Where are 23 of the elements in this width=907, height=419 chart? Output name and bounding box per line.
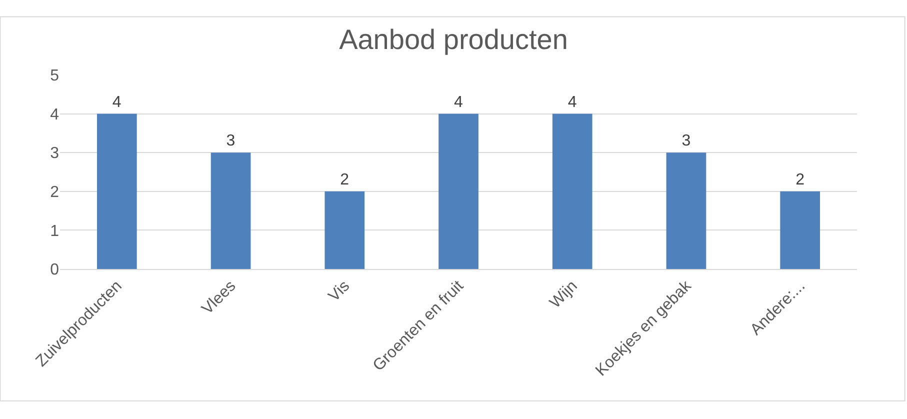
chart-title: Aanbod producten	[339, 24, 568, 55]
x-tick-label: Vis	[326, 278, 354, 306]
bar	[210, 152, 251, 269]
data-label: 4	[568, 94, 577, 111]
y-tick-label: 0	[50, 262, 60, 279]
data-label: 2	[796, 171, 805, 188]
y-tick-label: 1	[50, 222, 60, 240]
y-tick-label: 4	[50, 106, 60, 124]
bar	[780, 191, 820, 269]
y-tick-label: 2	[50, 184, 60, 201]
data-label: 2	[340, 171, 350, 188]
data-label: 4	[454, 94, 464, 111]
bar	[324, 191, 365, 269]
bar	[97, 114, 137, 269]
bar	[438, 114, 478, 269]
data-label: 4	[112, 94, 122, 111]
x-tick-label: Wijn	[546, 278, 581, 312]
bar	[552, 114, 592, 269]
y-tick-label: 3	[50, 145, 60, 162]
data-label: 3	[226, 132, 236, 150]
bar	[666, 152, 706, 269]
y-tick-label: 5	[50, 68, 60, 85]
data-label: 3	[682, 132, 691, 150]
